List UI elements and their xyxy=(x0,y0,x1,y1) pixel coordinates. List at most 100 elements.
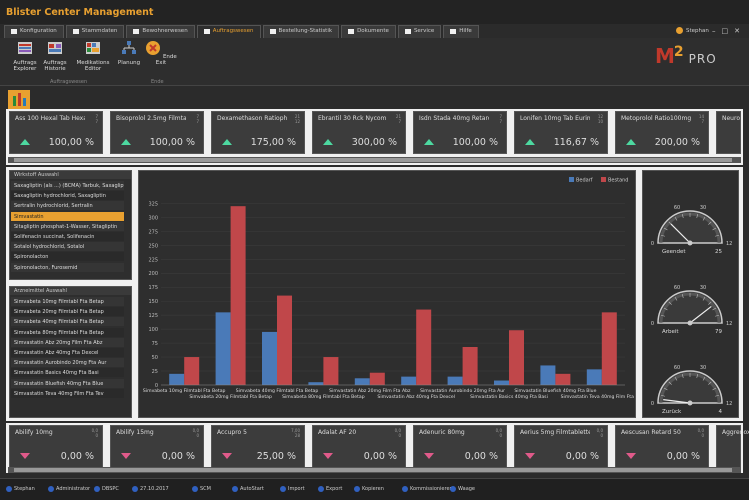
tab-bewohnerwesen[interactable]: Bewohnerwesen xyxy=(126,25,195,38)
list-item[interactable]: Simvastatin xyxy=(11,211,124,221)
chart-bar xyxy=(555,373,571,385)
status-item[interactable]: AutoStart xyxy=(232,486,264,492)
kpi-tile[interactable]: Ebrantil 30 Rck Nycom 21 7 300,00 % xyxy=(312,111,406,154)
status-label: Kopieren xyxy=(362,486,384,492)
list-item[interactable]: Simvastatin Abz 20mg Film Fta Abz xyxy=(11,337,124,347)
list-item[interactable]: Simvabeta 10mg Filmtabl Fta Betap xyxy=(11,297,124,306)
kpi-tile[interactable]: Neuro xyxy=(716,111,741,154)
gauge-tick xyxy=(660,314,665,317)
scroll-thumb[interactable] xyxy=(14,468,732,472)
list-item[interactable]: Simvastatin Basics 40mg Fta Basi xyxy=(11,368,124,378)
list-item[interactable]: Simvabeta 80mg Filmtabl Fta Betap xyxy=(11,327,124,337)
gauge-needle xyxy=(670,223,691,244)
folder-icon xyxy=(72,29,79,34)
logo-m: M xyxy=(655,44,675,68)
tab-dokumente[interactable]: Dokumente xyxy=(341,25,396,38)
status-item[interactable]: Kommissionierer xyxy=(402,486,452,492)
list-item[interactable]: Simvastatin Abz 40mg Fta Dexcel xyxy=(11,348,124,357)
dashboard-icon[interactable] xyxy=(8,90,30,110)
chart-bar xyxy=(184,357,200,385)
list-item[interactable]: Spironolacton xyxy=(11,252,124,262)
kpi-tile[interactable]: Accupro 5 7,00 28 25,00 % xyxy=(211,425,305,468)
maximize-icon[interactable]: □ xyxy=(721,27,729,35)
list-item[interactable]: Simvastatin Bluefish 40mg Fta Blue xyxy=(11,378,124,388)
legend-swatch xyxy=(569,177,574,182)
ribbon-group-label: Ende xyxy=(151,79,164,85)
folder-icon xyxy=(348,29,355,34)
kpi-tile[interactable]: Aescusan Retard 50 0,0 0 0,00 % xyxy=(615,425,709,468)
kpi-count-a: 7 xyxy=(499,114,502,119)
kpi-top-scrollbar[interactable] xyxy=(8,157,741,163)
status-icon xyxy=(94,486,100,492)
kpi-name: Isdn Stada 40mg Retard xyxy=(419,115,489,122)
status-item[interactable]: Kopieren xyxy=(354,486,384,492)
kpi-count-b: 7 xyxy=(701,118,704,124)
status-item[interactable]: Export xyxy=(318,486,342,492)
gauge-tick-label: 60 xyxy=(674,365,680,371)
status-item[interactable]: Import xyxy=(280,486,305,492)
kpi-tile[interactable]: Adalat AF 20 0,0 0 0,00 % xyxy=(312,425,406,468)
tab-hilfe[interactable]: Hilfe xyxy=(443,25,479,38)
list-item[interactable]: Saxagliptin (als ...) (BCMA) Tarbuk, Sax… xyxy=(11,181,124,190)
kpi-count-b: 0 xyxy=(398,432,401,438)
scroll-thumb[interactable] xyxy=(14,158,732,162)
list-item[interactable]: Sertralin hydrochlorid, Sertralin xyxy=(11,201,124,211)
bar-shape xyxy=(13,96,16,106)
gauge-tick xyxy=(708,301,712,305)
tab-service[interactable]: Service xyxy=(397,25,442,38)
chart-svg: 0 25 50 75 100 125 150 175 200 225 250 275 300 325 Sim… xyxy=(143,177,643,400)
button-label: Auftrags Historie xyxy=(43,60,67,72)
kpi-tile[interactable]: Aggrenox xyxy=(716,425,749,468)
x-tick-label: Simvabeta 40mg Filmtabl Fta Betap xyxy=(236,388,319,394)
kpi-tile[interactable]: Adenuric 80mg 0,0 0 0,00 % xyxy=(413,425,507,468)
list-item[interactable]: Solifenacin succinat, Solifenacin xyxy=(11,232,124,241)
minimize-icon[interactable]: – xyxy=(712,27,716,35)
kpi-bottom-scrollbar[interactable] xyxy=(8,467,741,473)
kpi-tile[interactable]: Aerius 5mg Filmtabletten 0,0 0 0,00 % xyxy=(514,425,608,468)
status-item: Administrator xyxy=(48,486,90,492)
y-tick-label: 225 xyxy=(148,257,158,263)
auftrags-explorer-button[interactable]: Auftrags Explorer xyxy=(6,40,44,72)
list-item[interactable]: Simvabeta 40mg Filmtabl Fta Betap xyxy=(11,317,124,327)
gauge-tick xyxy=(668,381,672,385)
kpi-value: 100,00 % xyxy=(149,137,195,148)
tab-bestellung-statistik[interactable]: Bestellung-Statistik xyxy=(262,25,340,38)
button-label: Medikations Editor xyxy=(76,60,110,72)
list-item[interactable]: Simvastatin Teva 40mg Film Fta Tev xyxy=(11,388,124,398)
list-item[interactable]: Simvabeta 20mg Filmtabl Fta Betap xyxy=(11,307,124,317)
main-tabs: Konfiguration Stammdaten Bewohnerwesen A… xyxy=(4,25,481,38)
planung-button[interactable]: Planung xyxy=(110,40,148,66)
planning-icon xyxy=(122,41,136,54)
kpi-tile[interactable]: Isdn Stada 40mg Retard 7 7 100,00 % xyxy=(413,111,507,154)
gauge-tick xyxy=(708,381,712,385)
kpi-tile[interactable]: Abilify 15mg 0,0 0 0,00 % xyxy=(110,425,204,468)
list-item[interactable]: Saxagliptin hydrochlorid, Saxagliptin xyxy=(11,191,124,201)
status-item[interactable]: Waage xyxy=(450,486,475,492)
kpi-tile[interactable]: Ass 100 Hexal Tab Hexal 7 7 100,00 % xyxy=(9,111,103,154)
tab-auftragswesen[interactable]: Auftragswesen xyxy=(196,25,261,38)
kpi-tile[interactable]: Lonifen 10mg Tab Eurim 12 10 116,67 % xyxy=(514,111,608,154)
close-icon[interactable]: ✕ xyxy=(734,27,740,35)
list-item[interactable]: Sotalol hydrochlorid, Sotalol xyxy=(11,242,124,252)
list-item[interactable]: Simvastatin Aurobindo 20mg Fta Aur xyxy=(11,358,124,368)
tab-stammdaten[interactable]: Stammdaten xyxy=(65,25,125,38)
list-item[interactable]: Spironolacton, Furosemid xyxy=(11,262,124,272)
status-label: Administrator xyxy=(56,486,91,492)
kpi-tile[interactable]: Bisoprolol 2.5mg Filmtabl 7 7 100,00 % xyxy=(110,111,204,154)
kpi-tile[interactable]: Metoprolol Ratio100mg 14 7 200,00 % xyxy=(615,111,709,154)
user-indicator[interactable]: Stephan xyxy=(676,27,709,34)
auftrags-historie-button[interactable]: Auftrags Historie xyxy=(36,40,74,72)
arrow-down-icon xyxy=(121,453,131,459)
kpi-count-a: 0,0 xyxy=(192,428,199,433)
medikations-editor-button[interactable]: Medikations Editor xyxy=(74,40,112,72)
gauge-label: Arbeit xyxy=(662,329,679,335)
status-label: Export xyxy=(326,486,343,492)
list-item[interactable]: Sitagliptin phosphat-1-Wasser, Sitaglipt… xyxy=(11,221,124,231)
tab-konfiguration[interactable]: Konfiguration xyxy=(4,25,64,38)
kpi-tile[interactable]: Abilify 10mg 0,0 0 0,00 % xyxy=(9,425,103,468)
folder-icon xyxy=(133,29,140,34)
exit-button[interactable]: Ende Exit xyxy=(142,40,180,66)
y-tick-label: 50 xyxy=(152,355,158,361)
